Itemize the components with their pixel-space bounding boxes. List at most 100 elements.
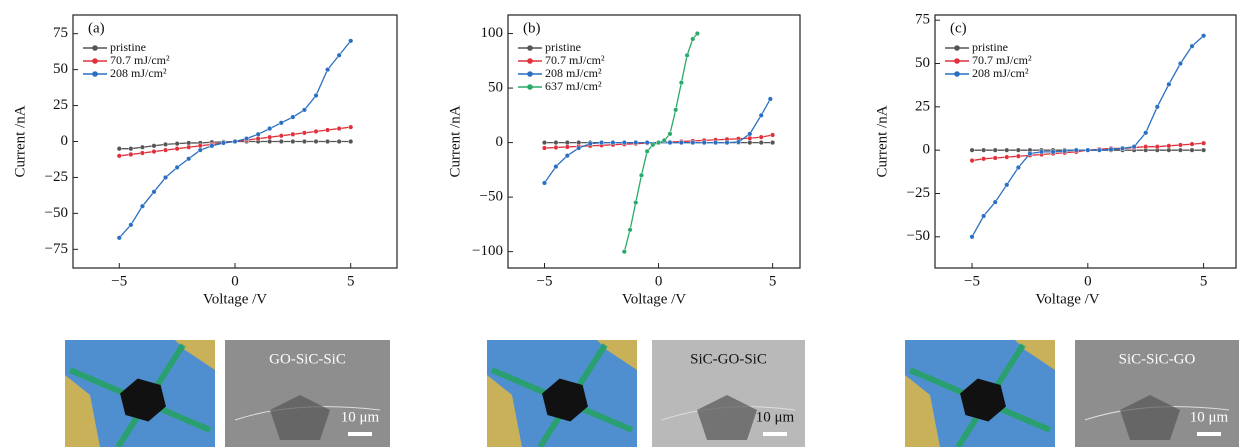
x-tick-label: 0 [655, 273, 663, 289]
y-tick-label: 50 [53, 61, 68, 77]
data-point [713, 140, 719, 146]
graphene-oxide [960, 378, 1006, 422]
data-point [348, 38, 354, 44]
y-tick-label: 25 [915, 98, 930, 114]
data-point [969, 147, 975, 153]
flake [697, 395, 757, 440]
data-point [1189, 43, 1195, 49]
data-point [128, 146, 134, 152]
series-line [623, 33, 698, 252]
data-point [336, 52, 342, 58]
data-point [1201, 147, 1207, 153]
legend-label: 208 mJ/cm² [972, 66, 1029, 80]
legend-marker [527, 84, 533, 90]
legend-label: 637 mJ/cm² [545, 79, 602, 93]
legend-label: pristine [110, 40, 146, 54]
scale-label: 10 μm [756, 409, 795, 425]
data-point [1143, 130, 1149, 136]
data-point [163, 147, 169, 153]
y-tick-label: 50 [915, 55, 930, 71]
data-point [255, 136, 261, 142]
scale-bar [763, 432, 787, 436]
data-point [633, 140, 639, 146]
x-tick-label: −5 [964, 273, 980, 289]
data-point [1015, 147, 1021, 153]
data-point [116, 146, 122, 152]
inset: SiC-SiC-GO 10 μm [905, 340, 1239, 447]
data-point [667, 131, 673, 137]
data-point [767, 96, 773, 102]
data-point [128, 222, 134, 228]
data-point [667, 140, 673, 146]
data-point [542, 180, 548, 186]
data-point [770, 132, 776, 138]
legend-marker [92, 71, 98, 77]
data-point [290, 138, 296, 144]
sample-label: GO-SiC-SiC [269, 351, 346, 367]
data-point [678, 140, 684, 146]
data-point [542, 140, 548, 146]
data-point [278, 133, 284, 139]
data-point [1027, 151, 1033, 157]
y-axis-label: Current /nA [447, 105, 463, 177]
y-tick-label: 75 [915, 12, 930, 28]
data-point [981, 147, 987, 153]
data-point [1177, 61, 1183, 67]
data-point [673, 107, 679, 113]
data-point [747, 131, 753, 137]
data-point [1154, 104, 1160, 110]
electrode [65, 375, 100, 447]
y-tick-label: 75 [53, 25, 68, 41]
data-point [644, 140, 650, 146]
data-point [1039, 149, 1045, 155]
panel-label: (a) [88, 20, 105, 36]
x-tick-label: −5 [537, 273, 553, 289]
data-point [981, 156, 987, 162]
data-point [151, 143, 157, 149]
data-point [1062, 148, 1068, 154]
data-point [992, 155, 998, 161]
y-tick-label: −50 [480, 189, 503, 205]
data-point [638, 172, 644, 178]
legend-marker [527, 71, 533, 77]
data-point [553, 140, 559, 146]
scale-label: 10 μm [1190, 409, 1229, 425]
legend-label: pristine [545, 40, 581, 54]
data-point [301, 107, 307, 113]
data-point [301, 130, 307, 136]
data-point [1201, 140, 1207, 146]
data-point [644, 148, 650, 154]
flake [270, 395, 330, 440]
data-point [553, 144, 559, 150]
data-point [163, 141, 169, 147]
data-point [336, 138, 342, 144]
data-point [553, 164, 559, 170]
panel-label: (b) [523, 20, 541, 36]
y-axis-label: Current /nA [12, 105, 28, 177]
data-point [1177, 147, 1183, 153]
data-point [255, 131, 261, 137]
data-point [139, 144, 145, 150]
y-tick-label: −50 [907, 228, 930, 244]
x-tick-label: 0 [1084, 273, 1092, 289]
data-point [1143, 144, 1149, 150]
scale-bar [348, 432, 372, 436]
data-point [1189, 147, 1195, 153]
electrode [597, 340, 637, 370]
data-point [564, 140, 570, 146]
y-tick-label: 0 [61, 133, 69, 149]
legend-marker [92, 58, 98, 64]
data-point [747, 140, 753, 146]
data-point [1166, 147, 1172, 153]
data-point [542, 145, 548, 151]
y-tick-label: −75 [45, 241, 68, 257]
data-point [348, 124, 354, 130]
plot-frame [934, 14, 1237, 269]
data-point [1166, 143, 1172, 149]
data-point [633, 200, 639, 206]
data-point [267, 134, 273, 140]
data-point [1015, 153, 1021, 159]
sample-label: SiC-SiC-GO [1119, 351, 1196, 367]
data-point [992, 199, 998, 205]
electrode [1015, 340, 1055, 370]
